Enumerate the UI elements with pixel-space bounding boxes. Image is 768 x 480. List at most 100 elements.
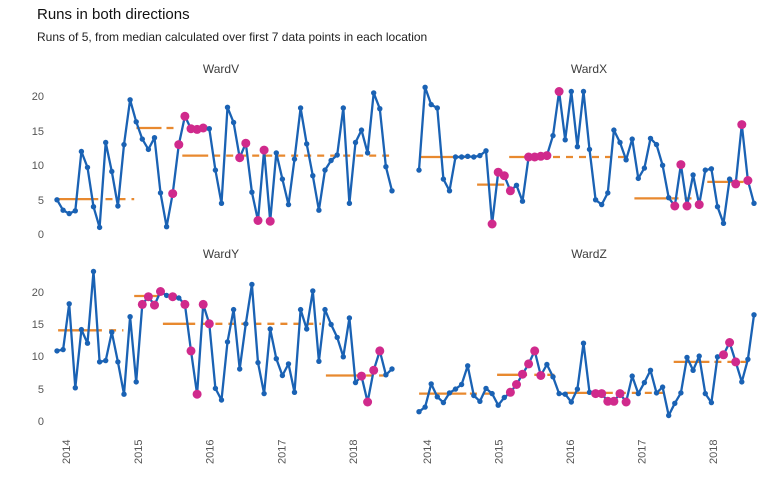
data-point <box>641 165 648 171</box>
y-tick-label: 10 <box>31 160 44 172</box>
data-point <box>471 392 477 399</box>
data-point <box>714 204 721 210</box>
data-point <box>678 390 684 396</box>
x-tick-label: 2016 <box>565 440 577 464</box>
signal-point <box>743 176 753 185</box>
data-point <box>550 132 556 139</box>
data-point <box>562 391 568 397</box>
y-tick-label: 10 <box>31 351 44 364</box>
data-point <box>617 139 623 146</box>
data-point <box>364 150 371 156</box>
data-point <box>440 176 447 182</box>
data-point <box>446 390 453 396</box>
data-point <box>586 389 593 395</box>
signal-point <box>731 357 741 367</box>
data-point <box>580 340 587 346</box>
data-point <box>580 88 587 95</box>
data-point <box>310 173 316 179</box>
data-point <box>285 201 292 208</box>
data-point <box>103 357 109 364</box>
signal-point <box>505 186 515 196</box>
data-point <box>434 105 440 111</box>
data-point <box>322 167 328 173</box>
data-point <box>416 167 422 173</box>
data-point <box>297 105 304 111</box>
data-point <box>310 288 316 294</box>
data-point <box>273 356 279 362</box>
data-point <box>54 197 60 203</box>
data-point <box>328 321 334 328</box>
data-point <box>623 157 629 163</box>
y-tick-label: 20 <box>31 91 44 103</box>
signal-point <box>505 387 515 397</box>
signal-point <box>150 300 159 310</box>
data-point <box>568 399 574 405</box>
signal-point <box>518 369 527 379</box>
data-point <box>377 106 383 112</box>
signal-point <box>676 160 686 170</box>
signal-point <box>719 350 728 360</box>
data-point <box>212 167 219 173</box>
data-point <box>60 346 66 353</box>
signal-point <box>363 397 373 407</box>
panel-title-wardy: WardY <box>202 247 240 261</box>
data-point <box>434 394 440 400</box>
data-point <box>544 361 550 368</box>
y-tick-label: 0 <box>37 416 44 428</box>
x-tick-label: 2018 <box>348 440 360 464</box>
data-point <box>659 384 666 390</box>
data-point <box>127 314 133 320</box>
signal-point <box>621 397 631 407</box>
data-point <box>273 150 279 156</box>
data-point <box>115 359 121 365</box>
data-point <box>599 201 605 208</box>
data-point <box>352 139 359 146</box>
data-point <box>465 363 471 369</box>
signal-point <box>487 219 497 229</box>
data-point <box>726 176 733 182</box>
data-point <box>708 399 715 406</box>
data-point <box>586 146 593 153</box>
y-tick-label: 15 <box>31 319 44 332</box>
data-point <box>383 372 389 378</box>
y-tick-label: 5 <box>37 194 44 207</box>
data-point <box>684 354 690 361</box>
data-point <box>255 359 261 366</box>
data-point <box>672 400 678 406</box>
data-point <box>458 381 465 388</box>
data-point <box>702 390 708 397</box>
data-point <box>346 315 353 321</box>
data-point <box>745 356 751 362</box>
wardy-plot: 2014 2015 2016 2017 2018 <box>54 268 395 464</box>
signal-point <box>186 346 196 356</box>
data-point <box>151 135 158 141</box>
data-point <box>513 182 520 188</box>
signal-point <box>143 292 153 302</box>
data-point <box>316 207 322 213</box>
data-point <box>90 204 97 210</box>
signal-point <box>241 138 251 148</box>
data-point <box>78 148 85 155</box>
data-point <box>550 374 556 380</box>
data-point <box>72 208 78 214</box>
data-point <box>562 137 568 143</box>
data-point <box>230 119 237 126</box>
data-point <box>440 399 447 406</box>
data-point <box>647 135 654 142</box>
data-point <box>574 144 581 150</box>
data-point <box>446 188 453 194</box>
data-point <box>285 361 292 367</box>
x-tick-label: 2017 <box>637 440 649 464</box>
data-point <box>720 220 727 226</box>
data-point <box>714 354 721 360</box>
data-point <box>249 189 255 195</box>
data-point <box>261 390 267 397</box>
data-point <box>84 340 91 346</box>
data-point <box>428 101 434 108</box>
data-point <box>279 176 286 182</box>
wardv-plot <box>54 90 395 231</box>
data-point <box>96 224 103 231</box>
signal-point <box>512 380 521 389</box>
wardz-plot: 2014 2015 2016 2017 2018 <box>416 312 757 464</box>
data-point <box>629 136 635 142</box>
